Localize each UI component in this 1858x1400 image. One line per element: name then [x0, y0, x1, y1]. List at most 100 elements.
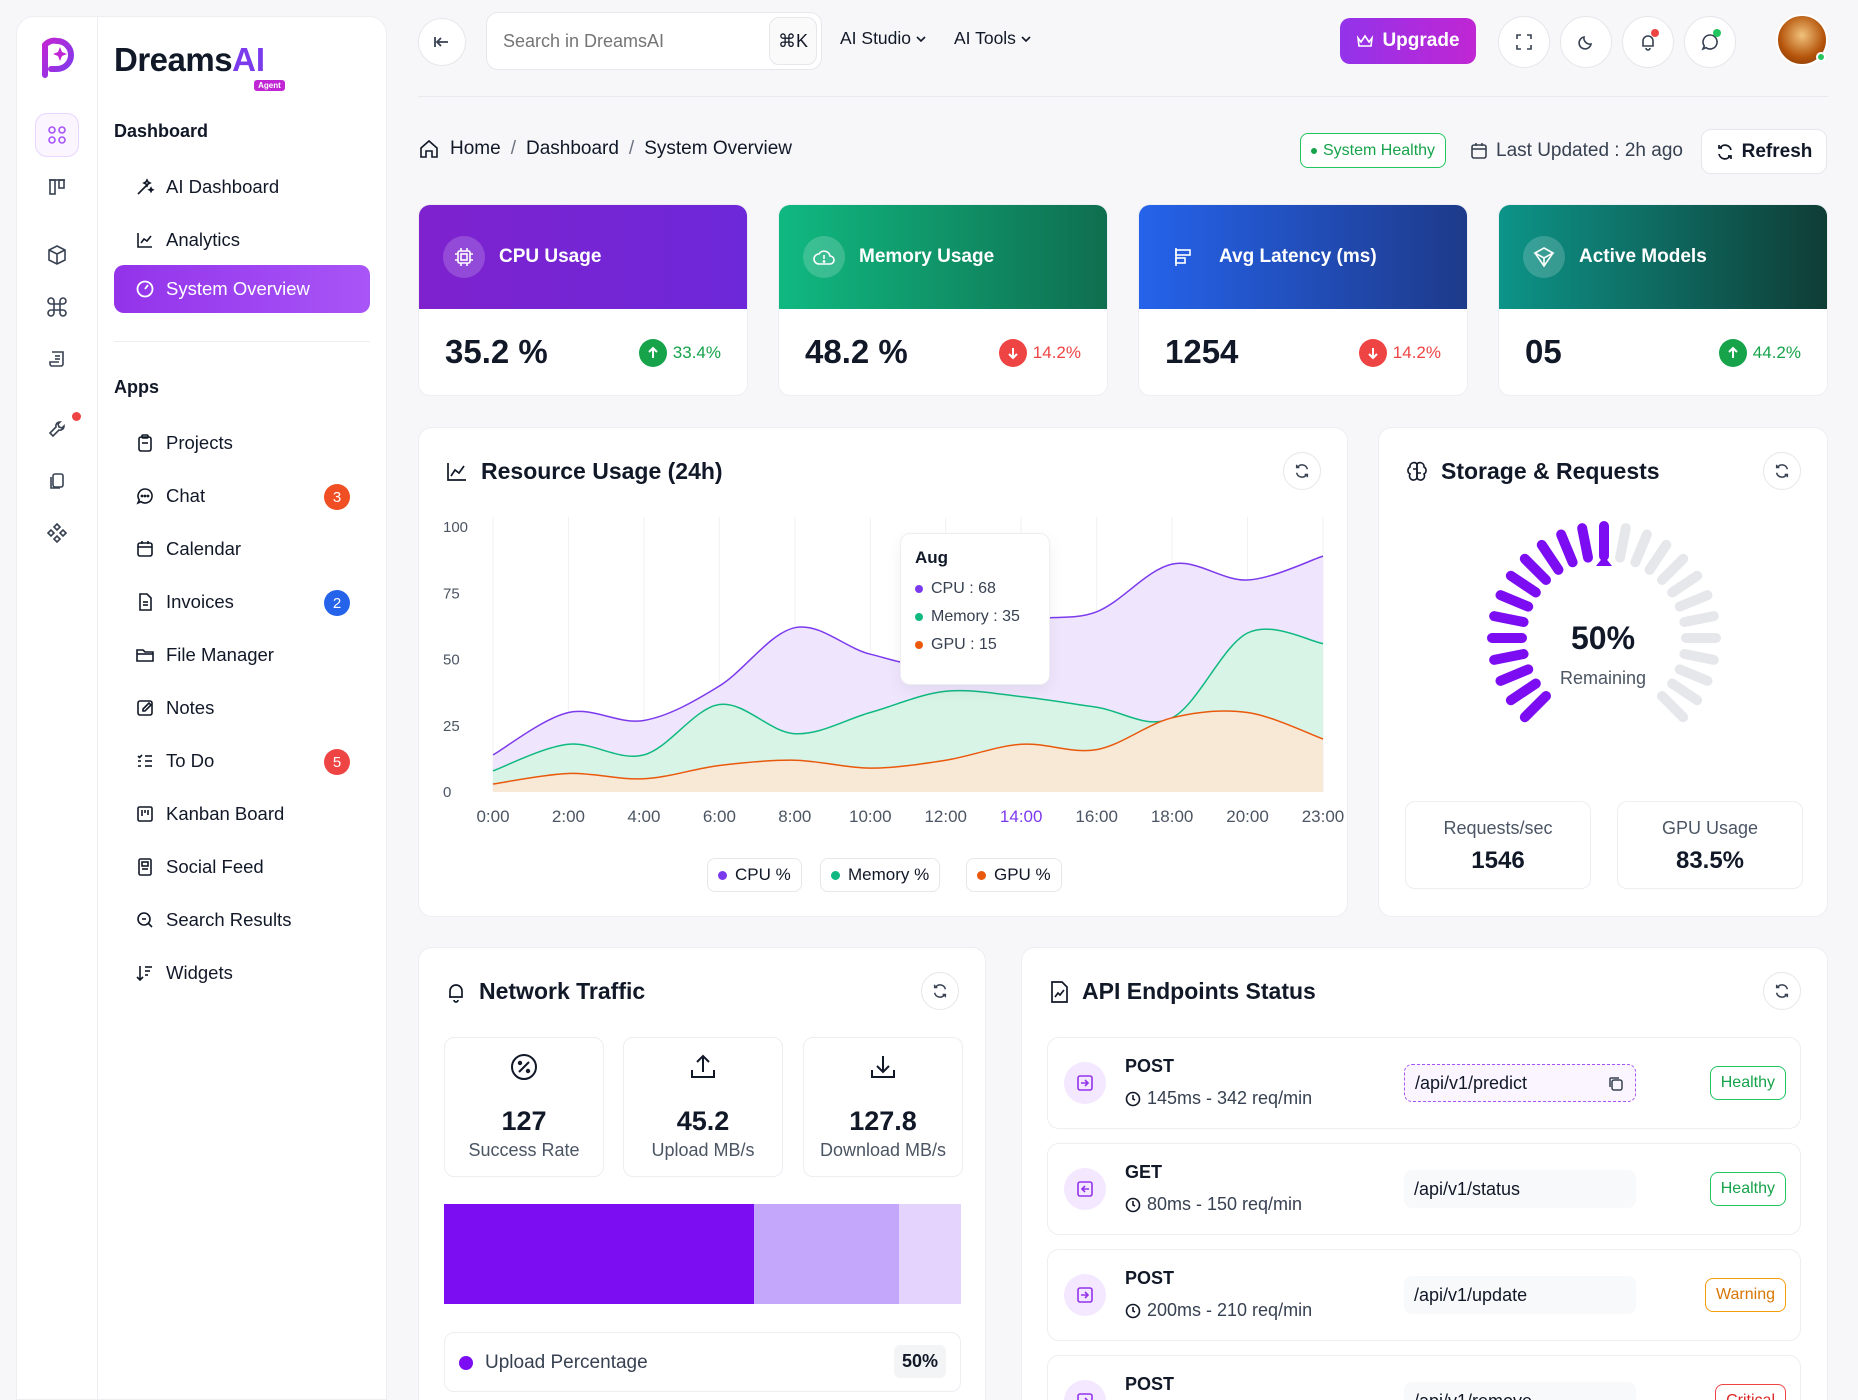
rail-docs-icon[interactable]: [35, 459, 79, 503]
x-tick-label: 16:00: [1075, 807, 1118, 826]
sidebar-item-notes[interactable]: Notes: [114, 684, 370, 732]
stat-label: Requests/sec: [1443, 818, 1553, 838]
api-endpoint-row[interactable]: POST 200ms - 210 req/min /api/v1/update …: [1047, 1249, 1801, 1341]
series-line-memory: [492, 628, 1324, 772]
endpoint-meta-text: 80ms - 150 req/min: [1147, 1194, 1303, 1214]
sidebar-item-label: Social Feed: [166, 856, 264, 877]
storage-refresh-button[interactable]: [1763, 452, 1801, 490]
rail-dashboard-icon[interactable]: [35, 113, 79, 157]
legend-dot: [459, 1356, 473, 1370]
network-refresh-button[interactable]: [921, 972, 959, 1010]
endpoint-path[interactable]: /api/v1/remove: [1404, 1382, 1636, 1400]
clipboard-icon: [134, 432, 156, 454]
y-tick-label: 75: [443, 585, 460, 602]
rail-tool-icon[interactable]: [35, 407, 79, 451]
rail-scroll-icon[interactable]: [35, 337, 79, 381]
fullscreen-button[interactable]: [1498, 16, 1550, 68]
card-title: Network Traffic: [445, 978, 645, 1005]
legend-memory[interactable]: Memory %: [820, 858, 941, 892]
endpoint-path[interactable]: /api/v1/update: [1404, 1276, 1636, 1314]
cpu-chip-icon: [443, 236, 485, 278]
kpi-header: CPU Usage: [419, 205, 747, 309]
menu-ai-tools[interactable]: AI Tools: [954, 28, 1032, 49]
todo-icon: [134, 750, 156, 772]
endpoint-path[interactable]: /api/v1/predict: [1404, 1064, 1636, 1102]
legend-label: Memory %: [848, 865, 930, 884]
brand-ai: AI: [232, 41, 266, 78]
rail-box-icon[interactable]: [35, 233, 79, 277]
resource-refresh-button[interactable]: [1283, 452, 1321, 490]
sidebar-item-widgets[interactable]: Widgets: [114, 949, 370, 997]
back-button[interactable]: [418, 18, 466, 66]
brain-icon: [1407, 461, 1427, 481]
dreams-logo-icon[interactable]: [31, 31, 83, 83]
api-endpoint-row[interactable]: POST /api/v1/remove Critical: [1047, 1355, 1801, 1400]
status-badge: Critical: [1715, 1384, 1786, 1400]
endpoint-method: GET: [1125, 1162, 1163, 1182]
api-endpoint-row[interactable]: GET 80ms - 150 req/min /api/v1/status He…: [1047, 1143, 1801, 1235]
gpu-usage-stat: GPU Usage 83.5%: [1617, 801, 1803, 889]
network-stat-success: 127 Success Rate: [444, 1037, 604, 1177]
rail-command-icon[interactable]: [35, 285, 79, 329]
sidebar-item-ai-dashboard[interactable]: AI Dashboard: [114, 163, 370, 211]
calendar-icon: [1471, 143, 1487, 159]
crown-icon: [1357, 34, 1374, 47]
rail-components-icon[interactable]: [35, 511, 79, 555]
refresh-icon: [1295, 464, 1309, 478]
x-tick-label: 14:00: [1000, 807, 1043, 826]
chat-count-badge: 3: [324, 484, 350, 510]
gauge-pointer: [1596, 556, 1612, 566]
endpoint-meta: 145ms - 342 req/min: [1125, 1088, 1312, 1109]
traffic-bar-segment: [754, 1204, 899, 1304]
storage-requests-card: Storage & Requests 50% Remaining Request…: [1378, 427, 1828, 917]
theme-toggle-button[interactable]: [1560, 16, 1612, 68]
copy-icon[interactable]: [1607, 1075, 1625, 1093]
traffic-bar-segment: [898, 1204, 961, 1304]
health-label: System Healthy: [1323, 141, 1436, 159]
search-input[interactable]: [503, 30, 753, 52]
brand-logo[interactable]: Dreams AI Agent: [114, 41, 285, 91]
endpoint-method: POST: [1125, 1056, 1175, 1076]
messages-button[interactable]: [1684, 16, 1736, 68]
sidebar-item-system-overview[interactable]: System Overview: [114, 265, 370, 313]
sidebar-item-analytics[interactable]: Analytics: [114, 216, 370, 264]
api-refresh-button[interactable]: [1763, 972, 1801, 1010]
breadcrumb-dashboard[interactable]: Dashboard: [525, 138, 619, 159]
expand-icon: [1516, 34, 1532, 50]
resource-title: Resource Usage (24h): [481, 458, 723, 484]
search-shortcut[interactable]: ⌘K: [769, 17, 817, 65]
widgets-icon: [134, 962, 156, 984]
breadcrumb-separator: /: [628, 138, 635, 159]
sidebar-item-calendar[interactable]: Calendar: [114, 525, 370, 573]
upgrade-button[interactable]: Upgrade: [1340, 18, 1476, 64]
menu-ai-studio[interactable]: AI Studio: [840, 28, 927, 49]
sidebar-item-social-feed[interactable]: Social Feed: [114, 843, 370, 891]
breadcrumb-home[interactable]: Home: [450, 138, 501, 159]
legend-gpu[interactable]: GPU %: [966, 858, 1062, 892]
rail-layout-icon[interactable]: [35, 165, 79, 209]
card-title: Resource Usage (24h): [445, 458, 723, 485]
sidebar-item-todo[interactable]: To Do 5: [114, 737, 370, 785]
notifications-button[interactable]: [1622, 16, 1674, 68]
gauge-tick: [1495, 664, 1534, 686]
kpi-card-latency: Avg Latency (ms) 1254 14.2%: [1138, 204, 1468, 396]
kanban-icon: [134, 803, 156, 825]
refresh-button[interactable]: Refresh: [1701, 129, 1827, 174]
sidebar-item-label: File Manager: [166, 644, 274, 665]
sidebar-item-kanban-board[interactable]: Kanban Board: [114, 790, 370, 838]
brand-name: Dreams: [114, 41, 233, 78]
sidebar-item-search-results[interactable]: Search Results: [114, 896, 370, 944]
sidebar-item-invoices[interactable]: Invoices 2: [114, 578, 370, 626]
area-gpu: [493, 710, 1323, 792]
sidebar-item-file-manager[interactable]: File Manager: [114, 631, 370, 679]
clock-icon: [1125, 1197, 1141, 1212]
sidebar-item-projects[interactable]: Projects: [114, 419, 370, 467]
breadcrumb-separator: /: [510, 138, 516, 159]
todo-count-badge: 5: [324, 749, 350, 775]
legend-cpu[interactable]: CPU %: [707, 858, 802, 892]
avatar[interactable]: [1776, 14, 1828, 66]
api-endpoint-row[interactable]: POST 145ms - 342 req/min /api/v1/predict…: [1047, 1037, 1801, 1129]
sidebar-item-chat[interactable]: Chat 3: [114, 472, 370, 520]
endpoint-path[interactable]: /api/v1/status: [1404, 1170, 1636, 1208]
